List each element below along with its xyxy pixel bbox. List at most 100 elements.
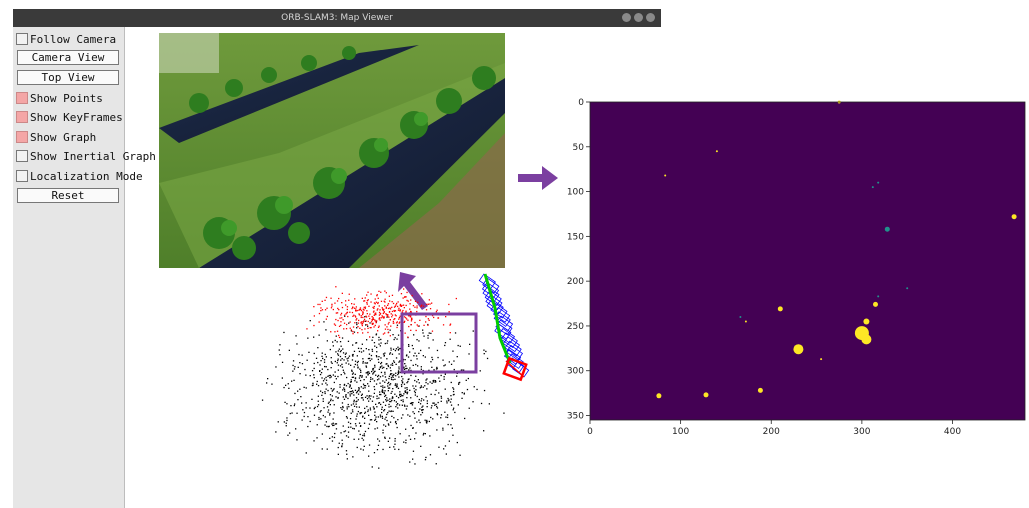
localization-mode-toggle[interactable]: Localization Mode bbox=[16, 168, 143, 184]
map-point-red bbox=[372, 306, 374, 309]
show-graph-checkbox[interactable] bbox=[16, 131, 28, 143]
map-point bbox=[359, 368, 361, 370]
map-point bbox=[363, 435, 366, 437]
map-point bbox=[313, 414, 316, 416]
map-point bbox=[342, 352, 345, 354]
show-graph-toggle[interactable]: Show Graph bbox=[16, 129, 96, 145]
map-point bbox=[394, 448, 396, 450]
map-point bbox=[369, 357, 371, 360]
map-point-red bbox=[383, 308, 385, 310]
map-point bbox=[339, 355, 342, 358]
show-inertial-graph-toggle[interactable]: Show Inertial Graph bbox=[16, 148, 156, 164]
map-point bbox=[354, 389, 357, 391]
map-point-red bbox=[324, 309, 327, 311]
show-points-checkbox[interactable] bbox=[16, 92, 28, 104]
map-point bbox=[390, 410, 393, 412]
map-point bbox=[426, 406, 428, 408]
map-point bbox=[379, 391, 381, 393]
map-point bbox=[357, 366, 359, 368]
map-point bbox=[332, 374, 334, 376]
map-point bbox=[398, 404, 401, 406]
map-point bbox=[379, 366, 381, 369]
map-point bbox=[373, 408, 375, 410]
map-point bbox=[380, 403, 382, 406]
map-point bbox=[400, 417, 403, 419]
map-point-red bbox=[373, 314, 375, 316]
map-point bbox=[403, 404, 406, 406]
show-points-label: Show Points bbox=[30, 91, 103, 105]
map-point bbox=[380, 371, 383, 374]
y-tick-label: 250 bbox=[567, 322, 584, 332]
map-point bbox=[387, 423, 390, 425]
map-point bbox=[412, 427, 414, 429]
show-keyframes-checkbox[interactable] bbox=[16, 111, 28, 123]
camera-view-button[interactable]: Camera View bbox=[17, 50, 119, 65]
map-point bbox=[320, 360, 322, 362]
map-point bbox=[463, 369, 465, 371]
map-point bbox=[423, 432, 425, 435]
map-point-red bbox=[343, 328, 345, 330]
heatmap-blob bbox=[863, 318, 870, 325]
map-point bbox=[313, 362, 315, 365]
map-point bbox=[388, 410, 390, 412]
map-point bbox=[383, 366, 385, 369]
follow-camera-checkbox[interactable] bbox=[16, 33, 28, 45]
maximize-icon[interactable] bbox=[634, 13, 643, 22]
map-point bbox=[387, 440, 389, 442]
map-point bbox=[446, 414, 449, 416]
show-inertial-graph-checkbox[interactable] bbox=[16, 150, 28, 162]
map-point bbox=[392, 334, 394, 336]
map-point bbox=[410, 359, 412, 362]
map-point bbox=[417, 365, 419, 367]
map-point bbox=[406, 397, 408, 399]
map-point-red bbox=[366, 294, 368, 296]
map-point bbox=[353, 399, 355, 401]
map-point-red bbox=[400, 305, 403, 307]
follow-camera-toggle[interactable]: Follow Camera bbox=[16, 31, 116, 47]
map-point bbox=[295, 428, 297, 430]
reset-button[interactable]: Reset bbox=[17, 188, 119, 203]
map-point bbox=[431, 405, 433, 407]
map-point bbox=[390, 347, 392, 349]
map-point-red bbox=[368, 315, 370, 317]
map-point-red bbox=[383, 317, 385, 319]
top-view-button[interactable]: Top View bbox=[17, 70, 119, 85]
map-point bbox=[300, 396, 302, 398]
map-point bbox=[364, 407, 366, 409]
map-point bbox=[384, 390, 386, 392]
map-point bbox=[396, 404, 398, 406]
map-point bbox=[394, 421, 397, 423]
map-point bbox=[275, 366, 277, 368]
map-point bbox=[450, 363, 453, 365]
map-point bbox=[391, 353, 394, 355]
map-point-red bbox=[392, 302, 395, 305]
map-point-red bbox=[409, 308, 411, 310]
map-point bbox=[323, 378, 326, 380]
map-point bbox=[267, 378, 269, 380]
map-point-red bbox=[362, 332, 364, 334]
map-point bbox=[438, 377, 440, 379]
map-point bbox=[366, 398, 369, 400]
localization-mode-checkbox[interactable] bbox=[16, 170, 28, 182]
map-point bbox=[408, 435, 410, 437]
map-point bbox=[343, 384, 345, 386]
map-point-red bbox=[340, 321, 342, 323]
map-point bbox=[403, 441, 405, 443]
close-icon[interactable] bbox=[646, 13, 655, 22]
show-keyframes-toggle[interactable]: Show KeyFrames bbox=[16, 109, 123, 125]
map-point bbox=[360, 351, 363, 353]
map-point-red bbox=[397, 309, 400, 311]
show-points-toggle[interactable]: Show Points bbox=[16, 90, 103, 106]
map-point bbox=[341, 363, 343, 365]
map-point bbox=[396, 338, 398, 340]
map-point-red bbox=[396, 302, 398, 305]
map-point bbox=[389, 383, 392, 385]
map-point bbox=[434, 404, 436, 406]
map-point bbox=[483, 430, 485, 432]
map-point bbox=[435, 463, 437, 465]
map-point-red bbox=[363, 320, 365, 322]
map-point bbox=[429, 381, 431, 383]
minimize-icon[interactable] bbox=[622, 13, 631, 22]
map-point bbox=[283, 386, 285, 389]
heatmap-blob bbox=[877, 295, 880, 298]
